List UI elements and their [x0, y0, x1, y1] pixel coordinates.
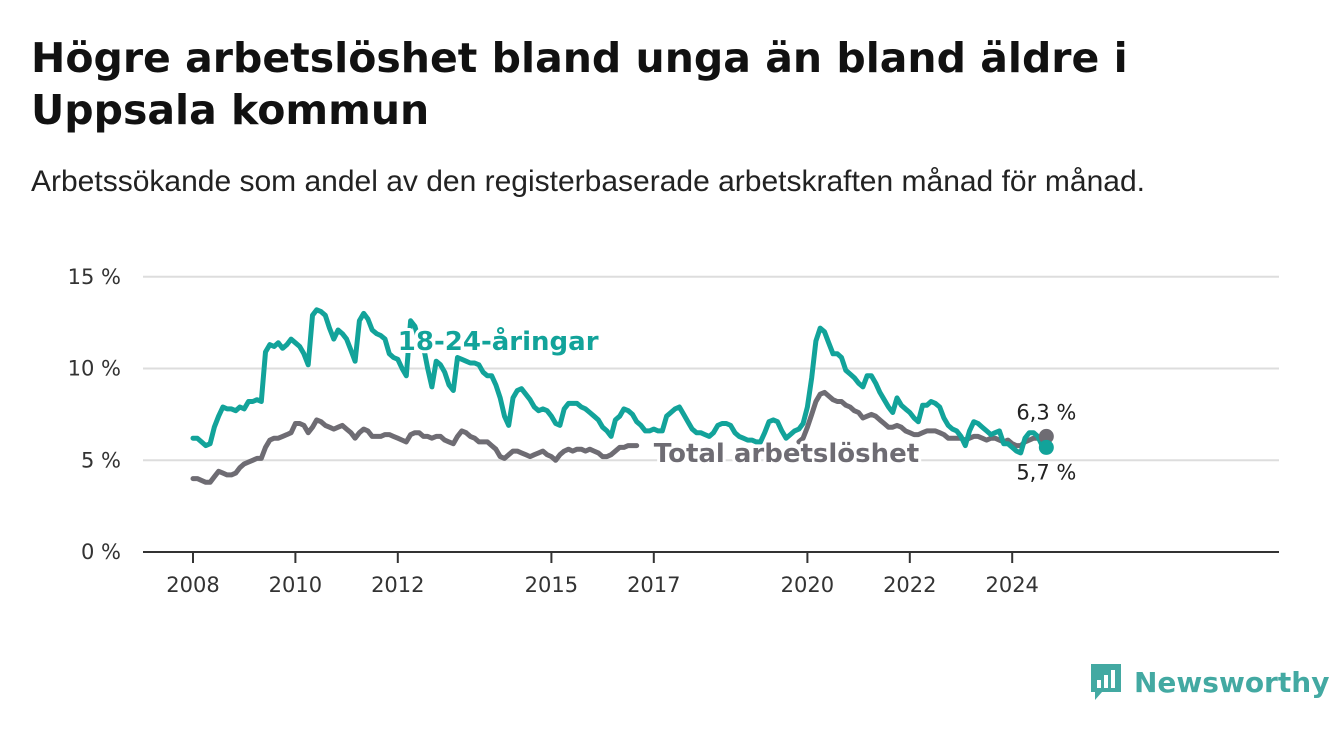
newsworthy-logo-icon [1091, 664, 1121, 700]
y-axis-ticks: 0 % 5 % 10 % 15 % [68, 265, 121, 564]
x-tick-label: 2008 [166, 573, 219, 597]
x-tick-label: 2017 [627, 573, 680, 597]
x-tick-label: 2015 [525, 573, 578, 597]
page-title: Högre arbetslöshet bland unga än bland ä… [31, 34, 1128, 134]
end-value-label-youth: 5,7 % [1016, 460, 1076, 484]
series-line-youth [190, 307, 1049, 456]
end-marker-total [1038, 428, 1054, 444]
page-subtitle: Arbetssökande som andel av den registerb… [31, 165, 1145, 198]
gridlines [143, 275, 1279, 462]
x-axis-ticks: 2008 2010 2012 2015 2017 2020 2022 2024 [166, 552, 1039, 597]
brand-logo: Newsworthy [1088, 660, 1329, 704]
end-markers: 6,3 % 5,7 % [1016, 400, 1076, 484]
x-tick-label: 2010 [269, 573, 322, 597]
series-label-youth: 18-24-åringar [398, 325, 599, 357]
y-tick-label: 5 % [81, 448, 121, 472]
brand-name: Newsworthy [1134, 665, 1330, 699]
line-chart: 0 %5 %10 %15 % 2008 2010 2012 2015 2017 2020 2… [68, 265, 1279, 597]
x-tick-label: 2020 [781, 573, 834, 597]
series-labels: 18-24-åringar Total arbetslöshet [395, 322, 922, 472]
series-lines [190, 307, 1049, 485]
y-tick-label: 15 % [68, 265, 121, 289]
end-marker-youth [1038, 439, 1054, 455]
y-tick-label: 0 % [81, 540, 121, 564]
y-tick-label: 10 % [68, 357, 121, 381]
x-tick-label: 2024 [985, 573, 1038, 597]
x-tick-label: 2022 [883, 573, 936, 597]
end-value-label-total: 6,3 % [1016, 400, 1076, 424]
x-tick-label: 2012 [371, 573, 424, 597]
series-label-total: Total arbetslöshet [654, 439, 919, 469]
